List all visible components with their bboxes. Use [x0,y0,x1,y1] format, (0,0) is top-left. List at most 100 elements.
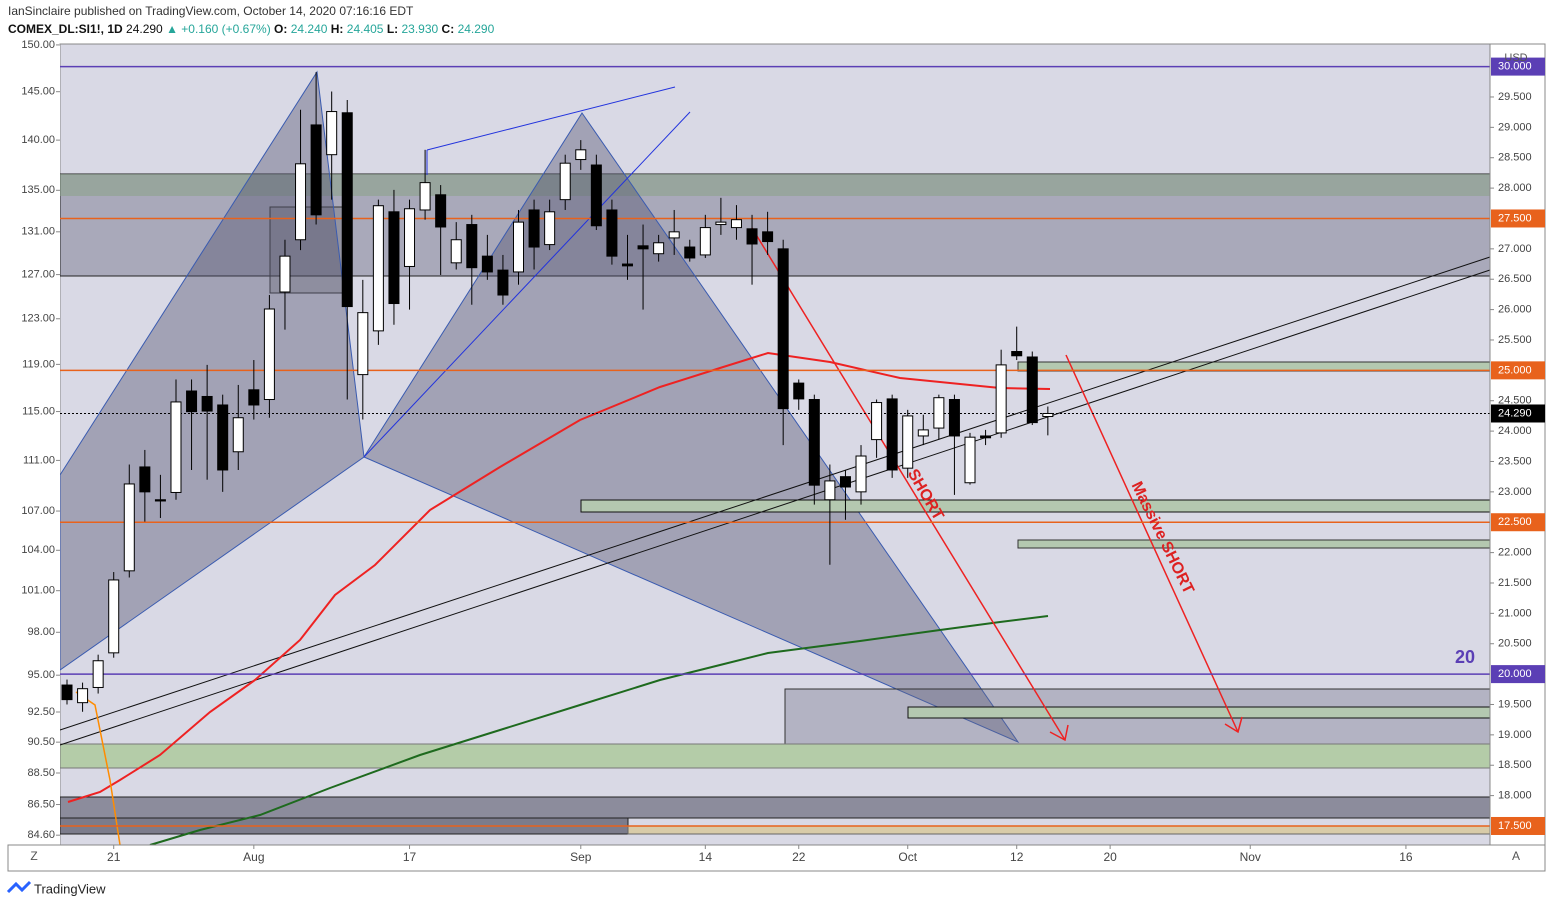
quote: COMEX_DL:SI1!, 1D 24.290 ▲ +0.160 (+0.67… [8,22,495,36]
candle-body [419,182,431,211]
candle-body [948,399,960,437]
ohlc-key: C: [442,22,455,36]
ohlc-value: 24.405 [347,22,384,36]
publisher: IanSinclaire published on TradingView.co… [8,4,414,18]
candle-body [668,231,680,239]
y2-tick-label: 145.00 [21,86,55,98]
price-label-box [1491,513,1545,532]
y2-tick-label: 90.50 [27,736,55,748]
candle-body [1011,351,1023,357]
candle-body [186,390,198,413]
candle-body [1042,412,1054,418]
trend-line [426,86,676,151]
quote-line: COMEX_DL:SI1!, 1D 24.290 ▲ +0.160 (+0.67… [8,22,495,36]
y2-tick-label: 84.60 [27,829,55,841]
moving-average [67,351,1051,803]
x-tick-label: Oct [898,850,917,864]
y-tick-label: 24.500 [1498,395,1532,407]
candle-body [326,111,338,156]
candle-body [964,436,976,484]
y-tick-label: 19.500 [1498,698,1532,710]
candle-body [108,579,120,654]
moving-average [149,615,1049,846]
channel-line [59,256,1491,731]
candle-body [217,404,229,471]
box [269,206,348,294]
y2-tick-label: 135.00 [21,184,55,196]
ohlc-key: O: [274,22,287,36]
x-tick-label: 21 [107,850,121,864]
arrow [751,227,1066,741]
candle-body [201,395,213,412]
support-zone [580,499,1491,513]
ohlc-key: H: [331,22,344,36]
candle-body [528,209,540,248]
x-tick-label: 12 [1010,850,1024,864]
candle-body [435,194,447,228]
candle-body [139,466,151,493]
y-tick-label: 27.000 [1498,243,1532,255]
candle-body [793,382,805,400]
support-zone [59,796,1491,819]
y2-tick-label: 123.00 [21,313,55,325]
logo [6,880,32,894]
candle-body [372,205,384,332]
axes: 29.500 29.000 28.500 28.000 27.000 26.500 26.0… [21,39,1545,864]
candle-body [77,688,89,704]
price-label-box [1491,665,1545,684]
x-tick-label: 16 [1399,850,1413,864]
pattern-leg [363,112,1020,744]
y-tick-label: 18.000 [1498,790,1532,802]
y2-tick-label: 98.00 [27,626,55,638]
price-lines [60,65,1490,827]
y-tick-label: 21.500 [1498,577,1532,589]
price-label: 17.500 [1498,820,1532,832]
candle-body [730,219,742,229]
candle-body [575,149,587,161]
auto-toggle[interactable]: A [1512,849,1520,863]
candle-body [544,211,556,246]
candle-body [404,208,416,267]
candle-body [855,455,867,493]
candle-body [170,401,182,493]
candle-body [232,417,244,453]
candle-body [123,483,135,572]
y-tick-label: 18.500 [1498,759,1532,771]
y2-tick-label: 115.00 [22,405,55,417]
price-axis [1489,43,1546,846]
currency: USD [1504,52,1527,64]
candle-body [886,398,898,471]
candle-body [980,435,992,439]
y-tick-label: 29.000 [1498,121,1532,133]
annotation: 20 [1455,647,1475,667]
price-label-box [1491,209,1545,228]
y2-tick-label: 150.00 [21,39,55,51]
left-axis [8,44,60,845]
candle-body [295,163,307,241]
price-label: 27.500 [1498,212,1532,224]
time-axis [7,844,1546,872]
support-zone [59,743,1491,769]
x-tick-label: 22 [792,850,806,864]
y-tick-label: 28.000 [1498,182,1532,194]
candle-body [995,364,1007,434]
price-label: 20.000 [1498,668,1532,680]
ohlc-key: L: [387,22,398,36]
y2-tick-label: 107.00 [21,505,55,517]
price-label-box [1491,404,1545,423]
candle-body [653,242,665,255]
y-tick-label: 26.000 [1498,304,1532,316]
candle-body [699,227,711,256]
candle-body [388,211,400,305]
y-tick-label: 19.000 [1498,729,1532,741]
price-label: 22.500 [1498,516,1532,528]
candle-body [637,245,649,250]
candle-body [871,402,883,441]
ohlc-value: 24.240 [291,22,328,36]
candle-body [777,248,789,410]
x-tick-label: 14 [699,850,713,864]
y2-tick-label: 86.50 [27,798,55,810]
log-toggle[interactable]: Z [30,849,37,863]
candle-body [684,246,696,259]
